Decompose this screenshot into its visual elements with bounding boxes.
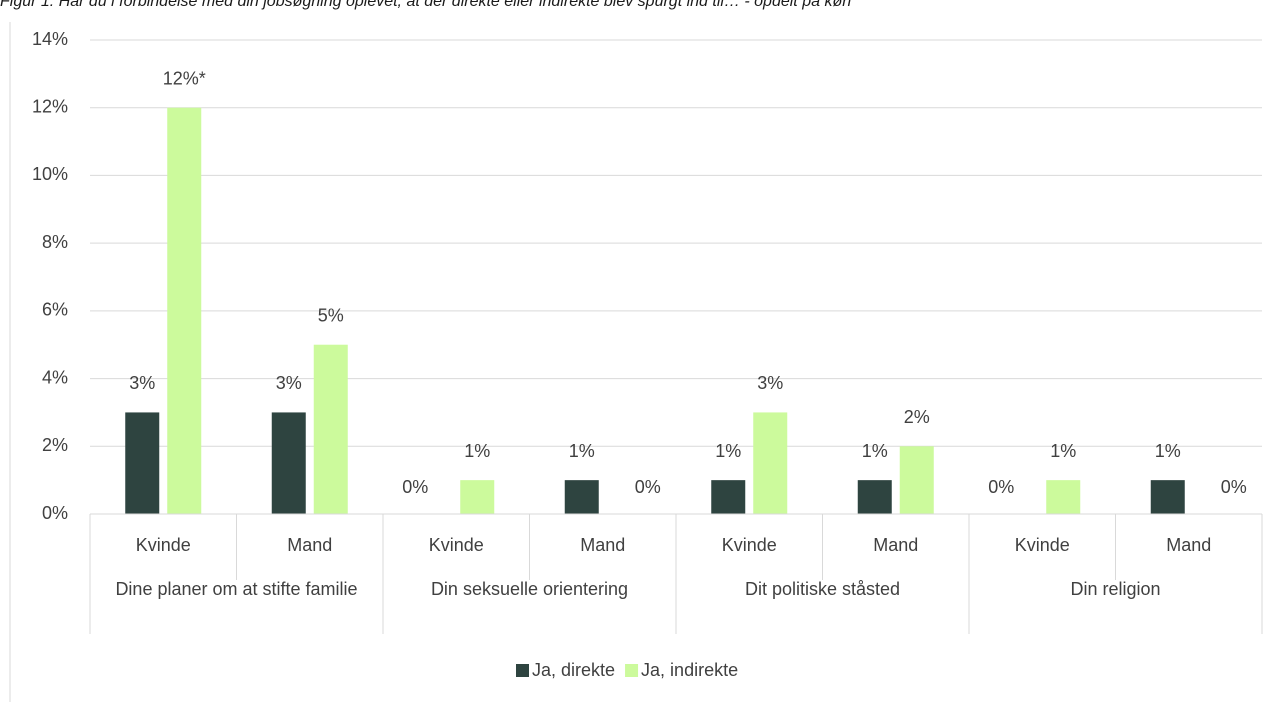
group-label: Din seksuelle orientering <box>431 579 628 599</box>
x-tick-label: Mand <box>287 535 332 555</box>
value-label: 0% <box>402 477 428 497</box>
group-label: Dine planer om at stifte familie <box>115 579 357 599</box>
value-label: 0% <box>1221 477 1247 497</box>
y-tick-label: 14% <box>32 29 68 49</box>
legend-label: Ja, indirekte <box>641 660 738 680</box>
bar <box>1046 480 1081 514</box>
value-label: 12%* <box>163 68 206 88</box>
value-label: 1% <box>1155 441 1181 461</box>
bar <box>460 480 495 514</box>
value-label: 3% <box>757 373 783 393</box>
bar <box>1150 480 1185 514</box>
y-tick-label: 0% <box>42 503 68 523</box>
chart-title: Figur 1: Har du i forbindelse med din jo… <box>0 0 851 10</box>
bar <box>899 446 934 514</box>
value-label: 1% <box>715 441 741 461</box>
x-tick-label: Mand <box>1166 535 1211 555</box>
bar <box>753 412 788 514</box>
bar <box>125 412 160 514</box>
y-tick-label: 6% <box>42 300 68 320</box>
value-label: 3% <box>129 373 155 393</box>
bar <box>313 344 348 514</box>
y-tick-label: 12% <box>32 96 68 116</box>
legend-swatch <box>625 664 639 677</box>
value-label: 0% <box>635 477 661 497</box>
bar <box>564 480 599 514</box>
legend-swatch <box>516 664 529 677</box>
legend-label: Ja, direkte <box>532 660 615 680</box>
group-label: Din religion <box>1070 579 1160 599</box>
bar <box>857 480 892 514</box>
bar <box>711 480 746 514</box>
x-tick-label: Mand <box>580 535 625 555</box>
value-label: 1% <box>464 441 490 461</box>
y-tick-label: 4% <box>42 367 68 387</box>
x-tick-label: Kvinde <box>1015 535 1070 555</box>
value-label: 5% <box>318 305 344 325</box>
x-tick-label: Kvinde <box>429 535 484 555</box>
x-tick-label: Kvinde <box>136 535 191 555</box>
value-label: 1% <box>569 441 595 461</box>
y-tick-label: 10% <box>32 164 68 184</box>
x-tick-label: Mand <box>873 535 918 555</box>
group-label: Dit politiske ståsted <box>745 579 900 599</box>
value-label: 2% <box>904 407 930 427</box>
value-label: 1% <box>862 441 888 461</box>
y-tick-label: 2% <box>42 435 68 455</box>
bar <box>271 412 306 514</box>
value-label: 1% <box>1050 441 1076 461</box>
value-label: 3% <box>276 373 302 393</box>
y-tick-label: 8% <box>42 232 68 252</box>
value-label: 0% <box>988 477 1014 497</box>
bar <box>167 107 202 514</box>
x-tick-label: Kvinde <box>722 535 777 555</box>
